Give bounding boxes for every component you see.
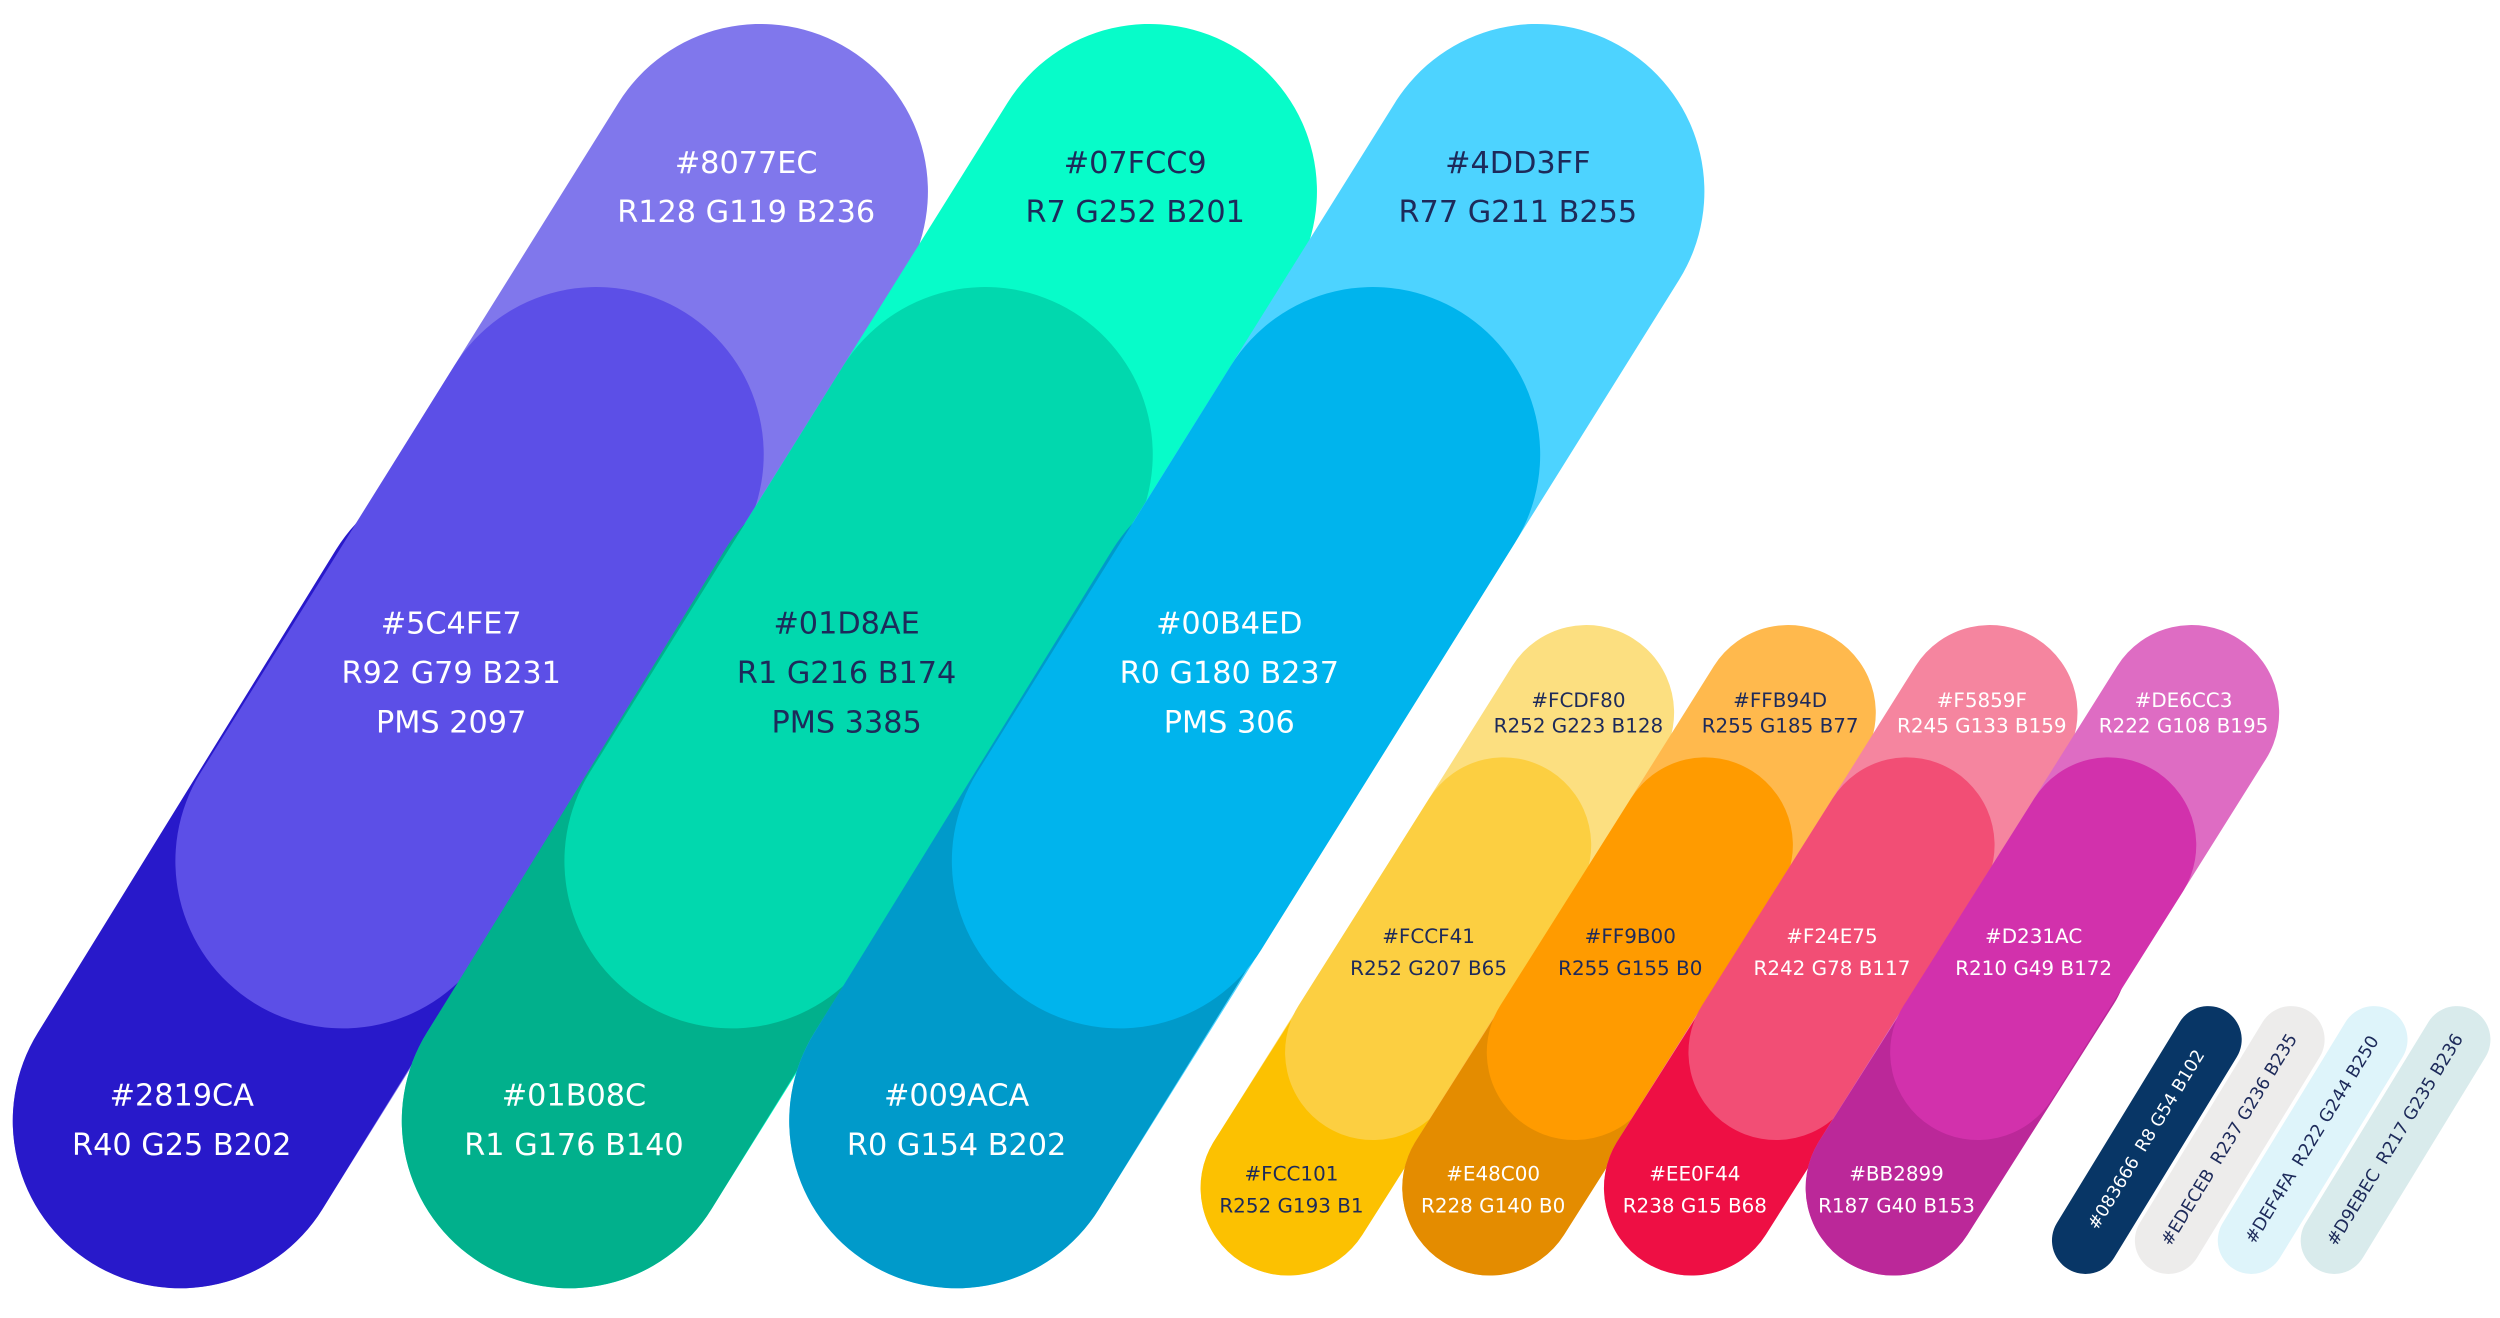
- swatch-hex: #F24E75: [1786, 925, 1877, 948]
- swatch-rgb: R242 G78 B117: [1754, 957, 1911, 980]
- swatch-rgb: R222 G108 B195: [2099, 715, 2269, 738]
- swatch-rgb: R252 G193 B1: [1219, 1194, 1363, 1217]
- swatch-rgb: R40 G25 B202: [72, 1128, 291, 1163]
- swatch-rgb: R7 G252 B201: [1026, 195, 1245, 230]
- color-pill: [1890, 757, 2197, 1141]
- color-pill: [2300, 1006, 2491, 1274]
- color-pill: [1285, 757, 1592, 1141]
- color-pill: [951, 287, 1541, 1029]
- swatch-hex: #FF9B00: [1585, 925, 1676, 948]
- swatch-rgb: R187 G40 B153: [1818, 1194, 1975, 1217]
- swatch-rgb: R255 G155 B0: [1558, 957, 1702, 980]
- swatch-pms: PMS 2097: [376, 705, 526, 740]
- swatch-hex: #5C4FE7: [381, 607, 522, 642]
- swatch-hex: #FCCF41: [1382, 925, 1475, 948]
- swatch-hex: #BB2899: [1849, 1163, 1944, 1186]
- color-pill: [2217, 1006, 2408, 1274]
- swatch-rgb: R1 G176 B140: [464, 1128, 683, 1163]
- swatch-hex: #EE0F44: [1649, 1163, 1740, 1186]
- swatch-hex: #D231AC: [1985, 925, 2082, 948]
- color-pill: [1688, 757, 1995, 1141]
- swatch-pms: PMS 306: [1164, 705, 1295, 740]
- swatch-hex: #F5859F: [1937, 689, 2027, 712]
- swatch-hex: #01D8AE: [773, 607, 919, 642]
- swatch-hex: #FCDF80: [1531, 689, 1625, 712]
- swatch-rgb: R228 G140 B0: [1421, 1194, 1565, 1217]
- swatch-hex: #00B4ED: [1156, 607, 1302, 642]
- swatch-rgb: R0 G180 B237: [1120, 656, 1339, 691]
- swatch-hex: #DE6CC3: [2135, 689, 2233, 712]
- swatch-rgb: R245 G133 B159: [1897, 715, 2067, 738]
- color-pill: [2051, 1006, 2242, 1274]
- swatch-hex: #FFB94D: [1733, 689, 1827, 712]
- color-pill: [175, 287, 764, 1029]
- swatch-hex: #8077EC: [675, 146, 818, 181]
- swatch-rgb: R1 G216 B174: [737, 656, 956, 691]
- color-pill: [564, 287, 1153, 1029]
- swatch-rgb: R238 G15 B68: [1623, 1194, 1767, 1217]
- swatch-hex: #07FCC9: [1064, 146, 1207, 181]
- color-pill: [1486, 757, 1793, 1141]
- swatch-hex: #2819CA: [110, 1078, 255, 1113]
- color-pill: [2134, 1006, 2325, 1274]
- swatch-hex: #009ACA: [884, 1078, 1029, 1113]
- swatch-rgb: R210 G49 B172: [1955, 957, 2112, 980]
- swatch-hex: #4DD3FF: [1445, 146, 1590, 181]
- swatch-hex: #01B08C: [502, 1078, 646, 1113]
- swatch-rgb: R255 G185 B77: [1702, 715, 1859, 738]
- swatch-hex: #FCC101: [1244, 1163, 1338, 1186]
- swatch-rgb: R128 G119 B236: [617, 195, 875, 230]
- swatch-rgb: R252 G207 B65: [1350, 957, 1507, 980]
- swatch-rgb: R92 G79 B231: [342, 656, 561, 691]
- swatch-rgb: R77 G211 B255: [1399, 195, 1638, 230]
- swatch-pms: PMS 3385: [771, 705, 921, 740]
- swatch-hex: #E48C00: [1446, 1163, 1540, 1186]
- swatch-rgb: R252 G223 B128: [1494, 715, 1664, 738]
- swatch-rgb: R0 G154 B202: [847, 1128, 1066, 1163]
